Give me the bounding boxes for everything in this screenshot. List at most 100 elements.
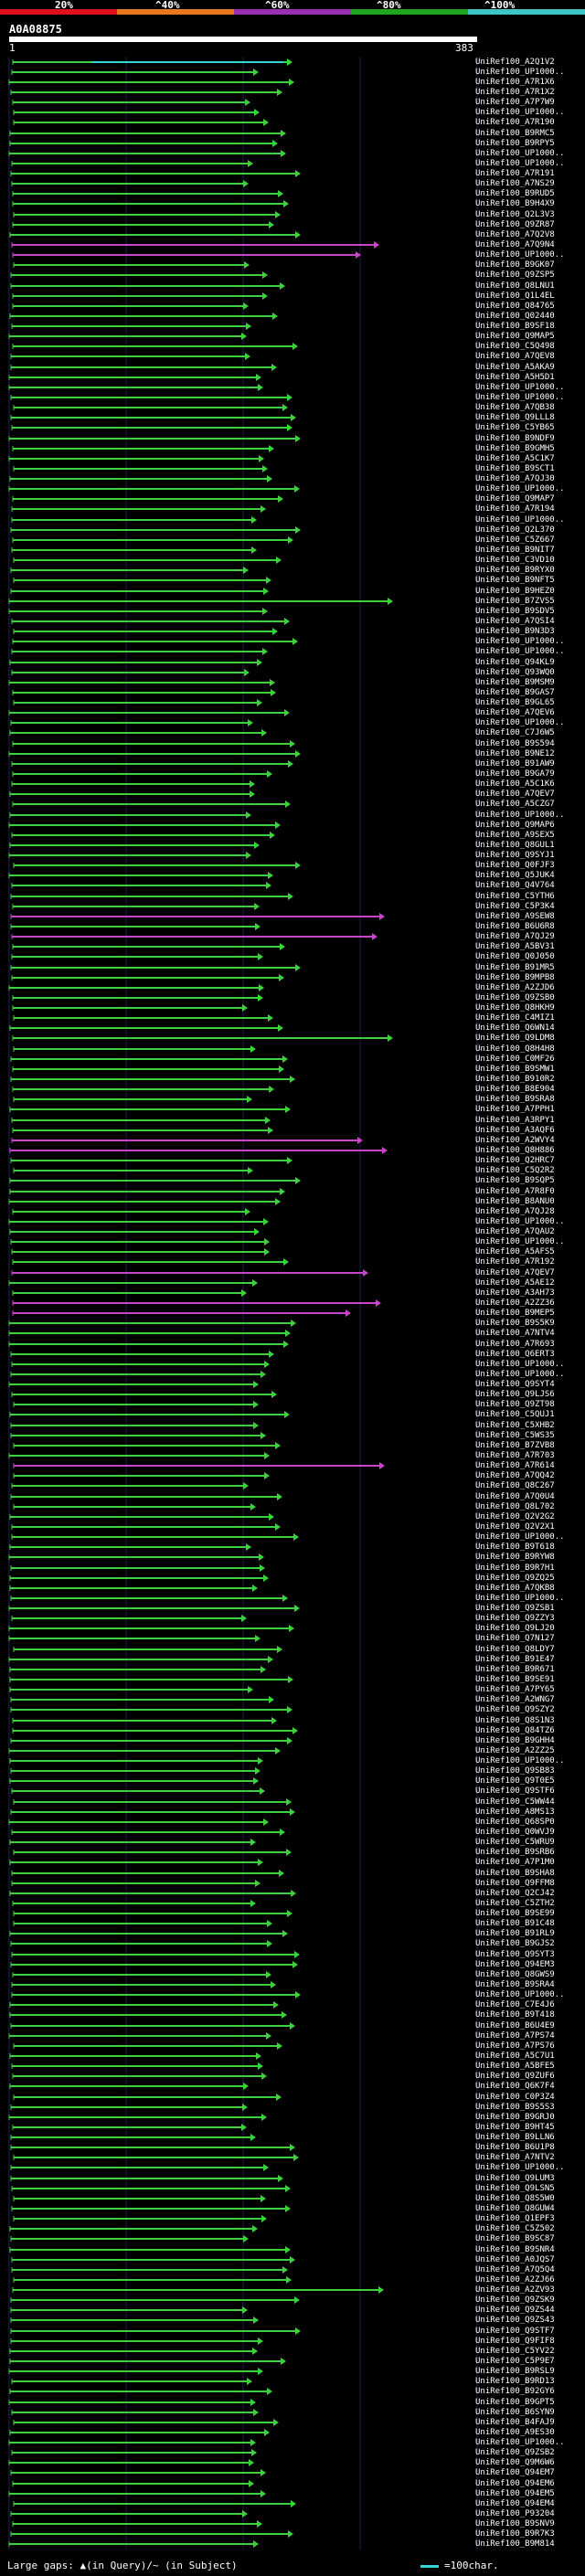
hit-label[interactable]: UniRef100_Q94EM4 <box>475 2499 555 2508</box>
hit-label[interactable]: UniRef100_B9SHA8 <box>475 1869 555 1878</box>
hit-label[interactable]: UniRef100_A7R194 <box>475 504 555 514</box>
hit-label[interactable]: UniRef100_A2ZZ36 <box>475 1299 555 1308</box>
hit-label[interactable]: UniRef100_C5P9E7 <box>475 2357 555 2366</box>
hit-label[interactable]: UniRef100_A7NS29 <box>475 179 555 188</box>
hit-label[interactable]: UniRef100_Q9SYT3 <box>475 1950 555 1959</box>
hit-label[interactable]: UniRef100_B9GMH5 <box>475 444 555 453</box>
hit-label[interactable]: UniRef100_A7R8F0 <box>475 1187 555 1196</box>
hit-label[interactable]: UniRef100_B91MR5 <box>475 963 555 972</box>
hit-label[interactable]: UniRef100_Q9LUM3 <box>475 2174 555 2183</box>
hit-label[interactable]: UniRef100_C7E4J6 <box>475 2000 555 2009</box>
hit-label[interactable]: UniRef100_C5WS35 <box>475 1431 555 1440</box>
hit-label[interactable]: UniRef100_Q4V764 <box>475 881 555 890</box>
hit-label[interactable]: UniRef100_B9MEP5 <box>475 1309 555 1318</box>
hit-label[interactable]: UniRef100_Q1EPF3 <box>475 2214 555 2223</box>
hit-label[interactable]: UniRef100_A7QAU2 <box>475 1227 555 1236</box>
hit-label[interactable]: UniRef100_B6U1P8 <box>475 2143 555 2152</box>
hit-label[interactable]: UniRef100_B9S5S3 <box>475 2103 555 2112</box>
hit-label[interactable]: UniRef100_C7J6W5 <box>475 728 555 737</box>
hit-label[interactable]: UniRef100_Q0FJF3 <box>475 861 555 870</box>
hit-label[interactable]: UniRef100_UP1000.. <box>475 149 565 158</box>
hit-label[interactable]: UniRef100_Q8HKH9 <box>475 1003 555 1012</box>
hit-label[interactable]: UniRef100_UP1000.. <box>475 108 565 117</box>
hit-label[interactable]: UniRef100_Q8GUL1 <box>475 841 555 850</box>
hit-label[interactable]: UniRef100_UP1000.. <box>475 159 565 168</box>
hit-label[interactable]: UniRef100_B9SNV9 <box>475 2519 555 2528</box>
hit-label[interactable]: UniRef100_Q9ZSB2 <box>475 2448 555 2457</box>
hit-label[interactable]: UniRef100_A9SEW8 <box>475 912 555 921</box>
hit-label[interactable]: UniRef100_B9N3D3 <box>475 627 555 636</box>
hit-label[interactable]: UniRef100_UP1000.. <box>475 1217 565 1226</box>
hit-label[interactable]: UniRef100_Q9ZSP5 <box>475 270 555 280</box>
hit-label[interactable]: UniRef100_C0P3Z4 <box>475 2093 555 2102</box>
hit-label[interactable]: UniRef100_B9RSL9 <box>475 2367 555 2376</box>
hit-label[interactable]: UniRef100_C5ZTH2 <box>475 1899 555 1908</box>
hit-label[interactable]: UniRef100_B910R2 <box>475 1075 555 1084</box>
hit-label[interactable]: UniRef100_UP1000.. <box>475 1532 565 1542</box>
hit-label[interactable]: UniRef100_A7R192 <box>475 1257 555 1267</box>
hit-label[interactable]: UniRef100_B9SRA4 <box>475 1980 555 1989</box>
hit-label[interactable]: UniRef100_Q9ZSB1 <box>475 1604 555 1613</box>
hit-label[interactable]: UniRef100_Q0J050 <box>475 952 555 961</box>
hit-label[interactable]: UniRef100_A7QB38 <box>475 403 555 412</box>
hit-label[interactable]: UniRef100_Q6K7F4 <box>475 2082 555 2091</box>
hit-label[interactable]: UniRef100_B9SNR4 <box>475 2245 555 2254</box>
hit-label[interactable]: UniRef100_UP1000.. <box>475 1237 565 1246</box>
hit-label[interactable]: UniRef100_Q9STF6 <box>475 1786 555 1796</box>
hit-label[interactable]: UniRef100_A7Q0U4 <box>475 1492 555 1501</box>
hit-label[interactable]: UniRef100_A2ZV93 <box>475 2285 555 2295</box>
hit-label[interactable]: UniRef100_C5WW44 <box>475 1797 555 1807</box>
hit-label[interactable]: UniRef100_Q9T0E5 <box>475 1776 555 1786</box>
hit-label[interactable]: UniRef100_C5P3K4 <box>475 902 555 911</box>
hit-label[interactable]: UniRef100_B9SCT1 <box>475 464 555 473</box>
hit-label[interactable]: UniRef100_Q94EM3 <box>475 1960 555 1969</box>
hit-label[interactable]: UniRef100_Q9SYT4 <box>475 1380 555 1389</box>
hit-label[interactable]: UniRef100_B9GAS7 <box>475 688 555 697</box>
hit-label[interactable]: UniRef100_Q9ZS44 <box>475 2306 555 2315</box>
hit-label[interactable]: UniRef100_A3AH73 <box>475 1288 555 1298</box>
hit-label[interactable]: UniRef100_A7R190 <box>475 118 555 127</box>
hit-label[interactable]: UniRef100_UP1000.. <box>475 1370 565 1379</box>
hit-label[interactable]: UniRef100_Q8LNU1 <box>475 281 555 291</box>
hit-label[interactable]: UniRef100_B9MSM9 <box>475 678 555 687</box>
hit-label[interactable]: UniRef100_A7QSI4 <box>475 617 555 626</box>
hit-label[interactable]: UniRef100_A7QJ29 <box>475 932 555 941</box>
hit-label[interactable]: UniRef100_B9NFT5 <box>475 576 555 585</box>
hit-label[interactable]: UniRef100_B91AW9 <box>475 759 555 769</box>
hit-label[interactable]: UniRef100_C5Q498 <box>475 342 555 351</box>
hit-label[interactable]: UniRef100_B9SDV5 <box>475 607 555 616</box>
hit-label[interactable]: UniRef100_B9SE99 <box>475 1909 555 1918</box>
hit-label[interactable]: UniRef100_Q9LDM8 <box>475 1034 555 1043</box>
hit-label[interactable]: UniRef100_A7P1M0 <box>475 1858 555 1867</box>
hit-label[interactable]: UniRef100_A7PPH1 <box>475 1105 555 1114</box>
hit-label[interactable]: UniRef100_Q84TZ6 <box>475 1726 555 1735</box>
hit-label[interactable]: UniRef100_A7QKB8 <box>475 1584 555 1593</box>
hit-label[interactable]: UniRef100_Q94KL9 <box>475 658 555 667</box>
hit-label[interactable]: UniRef100_Q2V2X1 <box>475 1522 555 1532</box>
hit-label[interactable]: UniRef100_B9SE91 <box>475 1675 555 1684</box>
hit-label[interactable]: UniRef100_Q9ZT98 <box>475 1400 555 1409</box>
hit-label[interactable]: UniRef100_Q9LJ20 <box>475 1624 555 1633</box>
hit-label[interactable]: UniRef100_B9GL65 <box>475 698 555 707</box>
hit-label[interactable]: UniRef100_B9SC87 <box>475 2234 555 2243</box>
hit-label[interactable]: UniRef100_A7QQ42 <box>475 1471 555 1480</box>
hit-label[interactable]: UniRef100_Q9MAP5 <box>475 332 555 341</box>
hit-label[interactable]: UniRef100_B9GK07 <box>475 260 555 270</box>
hit-label[interactable]: UniRef100_B92GY6 <box>475 2387 555 2396</box>
hit-label[interactable]: UniRef100_UP1000.. <box>475 250 565 260</box>
hit-label[interactable]: UniRef100_B9RD13 <box>475 2377 555 2386</box>
hit-label[interactable]: UniRef100_B9NDF9 <box>475 434 555 443</box>
hit-label[interactable]: UniRef100_A7QJ28 <box>475 1207 555 1216</box>
hit-label[interactable]: UniRef100_UP1000.. <box>475 1990 565 1999</box>
hit-label[interactable]: UniRef100_Q9M6W6 <box>475 2458 555 2467</box>
hit-label[interactable]: UniRef100_Q9ZZY3 <box>475 1614 555 1623</box>
hit-label[interactable]: UniRef100_A7QEV7 <box>475 1268 555 1277</box>
hit-label[interactable]: UniRef100_A9ES30 <box>475 2428 555 2437</box>
hit-label[interactable]: UniRef100_Q68SP0 <box>475 1818 555 1827</box>
hit-label[interactable]: UniRef100_A5CZG7 <box>475 800 555 809</box>
hit-label[interactable]: UniRef100_Q9ZSK9 <box>475 2295 555 2305</box>
hit-label[interactable]: UniRef100_B9NE12 <box>475 749 555 758</box>
hit-label[interactable]: UniRef100_A7R693 <box>475 1340 555 1349</box>
hit-label[interactable]: UniRef100_B9H4X9 <box>475 199 555 208</box>
hit-label[interactable]: UniRef100_A7R1X2 <box>475 88 555 97</box>
